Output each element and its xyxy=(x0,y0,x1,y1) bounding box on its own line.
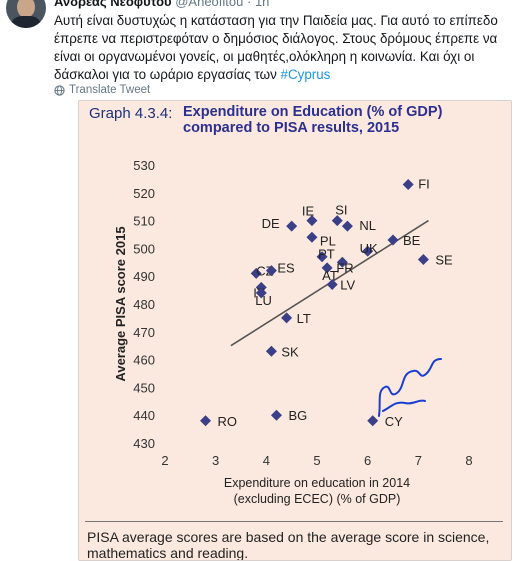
data-point xyxy=(341,220,353,232)
data-point xyxy=(316,251,328,263)
globe-icon xyxy=(54,84,65,96)
data-point xyxy=(306,231,318,243)
graph-footnote: PISA average scores are based on the ave… xyxy=(87,529,490,561)
x-tick-label: 5 xyxy=(313,453,320,468)
data-point xyxy=(286,220,298,232)
graph-title: Expenditure on Education (% of GDP) comp… xyxy=(183,104,442,136)
footnote-divider xyxy=(85,521,503,522)
data-point xyxy=(321,262,333,274)
y-tick-label: 430 xyxy=(133,436,155,451)
tweet-body: Αυτή είναι δυστυχώς η κατάσταση για την … xyxy=(54,13,498,82)
handwritten-annotation xyxy=(382,399,426,412)
x-tick-label: 6 xyxy=(364,453,371,468)
x-tick-label: 4 xyxy=(263,453,270,468)
point-label: SI xyxy=(335,203,347,218)
data-point xyxy=(255,287,267,299)
graph-number: Graph 4.3.4: xyxy=(89,105,173,122)
avatar-face xyxy=(17,0,35,18)
translate-label: Translate Tweet xyxy=(69,84,151,96)
data-point xyxy=(200,415,212,427)
data-point xyxy=(281,312,293,324)
point-label: CZ xyxy=(256,263,273,278)
x-tick-label: 8 xyxy=(465,453,472,468)
translate-tweet-link[interactable]: Translate Tweet xyxy=(54,84,150,96)
y-tick-label: 490 xyxy=(133,269,155,284)
data-point xyxy=(270,409,282,421)
y-tick-label: 440 xyxy=(133,408,155,423)
point-label: IE xyxy=(302,204,315,219)
point-label: LV xyxy=(340,278,355,293)
avatar[interactable] xyxy=(6,0,46,28)
y-axis-label: Average PISA score 2015 xyxy=(113,226,128,381)
y-tick-label: 520 xyxy=(133,186,155,201)
data-point xyxy=(336,256,348,268)
point-label: SK xyxy=(281,344,299,359)
tweet-header: Ανδρέας Νεόφυτου @Αneofitou · 1h xyxy=(54,0,269,9)
data-point xyxy=(265,345,277,357)
x-tick-label: 2 xyxy=(161,453,168,468)
data-point xyxy=(331,215,343,227)
data-point xyxy=(387,234,399,246)
point-label: BG xyxy=(288,408,307,423)
x-axis-label: (excluding ECEC) (% of GDP) xyxy=(234,492,401,506)
y-tick-label: 460 xyxy=(133,353,155,368)
data-point xyxy=(367,415,379,427)
point-label: UK xyxy=(360,241,378,256)
avatar-body xyxy=(10,16,42,28)
point-label: FR xyxy=(336,260,353,275)
point-label: RO xyxy=(218,414,238,429)
author-handle[interactable]: @Αneofitou xyxy=(175,0,244,9)
data-point xyxy=(326,279,338,291)
y-tick-label: 480 xyxy=(133,297,155,312)
author-name[interactable]: Ανδρέας Νεόφυτου xyxy=(54,0,172,9)
point-label: PT xyxy=(318,247,335,262)
graph-title-line1: Expenditure on Education (% of GDP) xyxy=(183,104,443,120)
point-label: LU xyxy=(255,293,272,308)
data-point xyxy=(306,215,318,227)
point-label: LT xyxy=(297,311,311,326)
x-tick-label: 3 xyxy=(212,453,219,468)
data-point xyxy=(265,265,277,277)
point-label: NL xyxy=(359,218,376,233)
y-tick-label: 510 xyxy=(133,214,155,229)
data-point xyxy=(255,281,267,293)
graph-title-line2: compared to PISA results, 2015 xyxy=(183,120,400,136)
point-label: ES xyxy=(277,261,295,276)
data-point xyxy=(250,267,262,279)
y-tick-label: 470 xyxy=(133,325,155,340)
point-label: SE xyxy=(435,253,453,268)
point-label: CY xyxy=(385,414,403,429)
point-label: DE xyxy=(262,216,280,231)
point-label: AT xyxy=(322,268,338,283)
tweet-media-image[interactable]: Graph 4.3.4: Expenditure on Education (%… xyxy=(78,100,512,561)
data-point xyxy=(417,254,429,266)
data-point xyxy=(402,178,414,190)
y-tick-label: 450 xyxy=(133,380,155,395)
tweet-time[interactable]: 1h xyxy=(254,0,270,9)
point-label: FI xyxy=(418,176,430,191)
data-point xyxy=(362,245,374,257)
point-label: BE xyxy=(403,233,421,248)
point-label: PL xyxy=(320,233,336,248)
handwritten-annotation xyxy=(378,358,442,417)
scatter-chart: 430 440 450 460 470 480 490 500 510 520 530 2 3 4 5 6 7 8… xyxy=(113,158,473,506)
y-tick-label: 500 xyxy=(133,241,155,256)
tweet-text: Αυτή είναι δυστυχώς η κατάσταση για την … xyxy=(54,12,514,84)
hashtag-link[interactable]: #Cyprus xyxy=(280,67,331,82)
x-axis-label: Expenditure on education in 2014 xyxy=(224,476,410,490)
x-tick-label: 7 xyxy=(415,453,422,468)
y-tick-label: 530 xyxy=(133,158,155,173)
